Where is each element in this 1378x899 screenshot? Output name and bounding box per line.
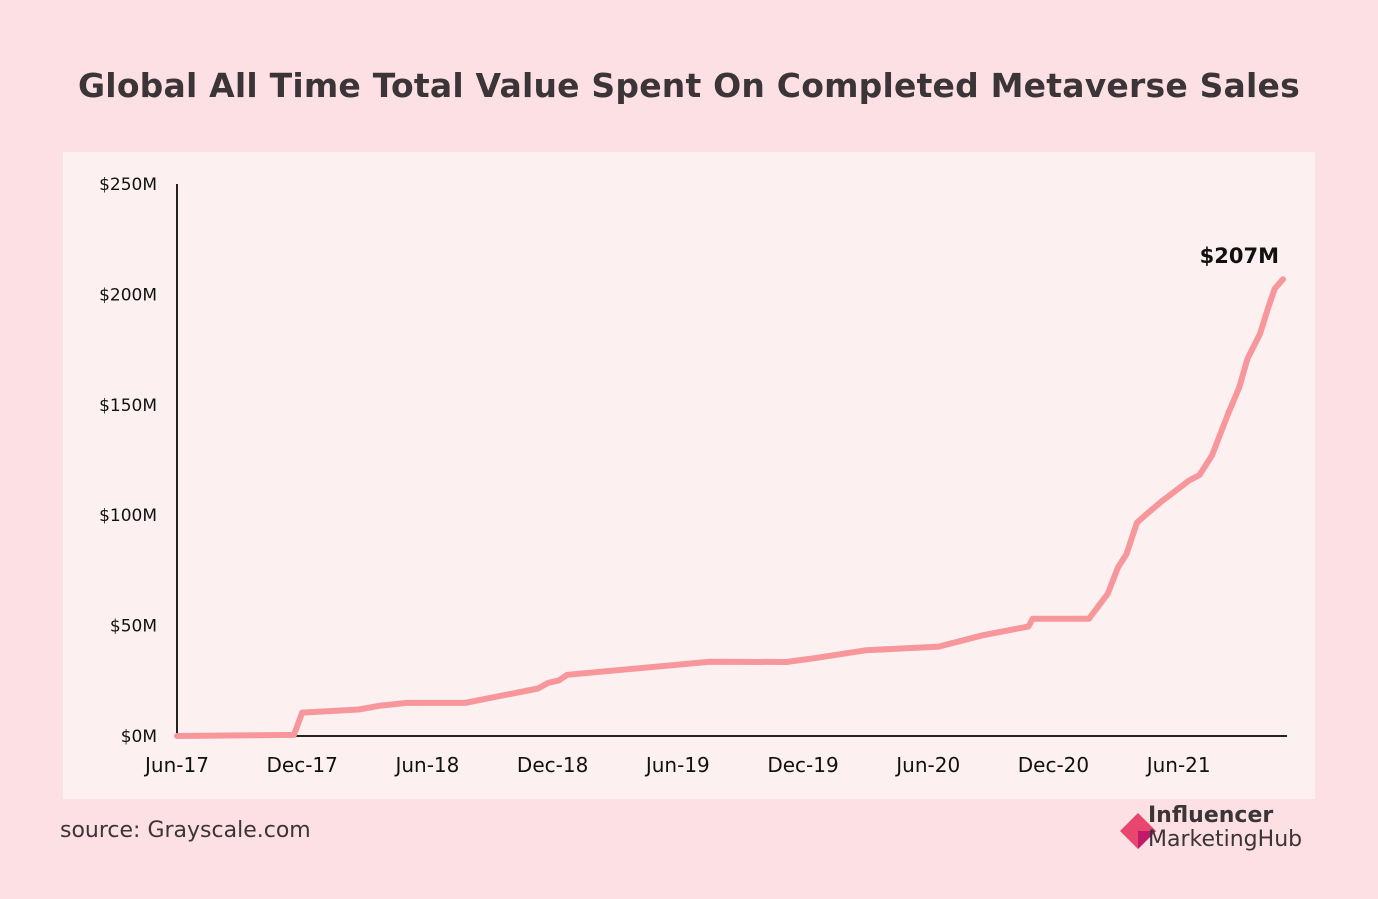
y-tick-label: $50M bbox=[110, 617, 157, 637]
x-tick-label: Jun-19 bbox=[644, 753, 710, 777]
y-tick-label: $250M bbox=[99, 175, 157, 195]
x-tick-label: Jun-17 bbox=[143, 753, 209, 777]
end-value-label: $207M bbox=[1200, 244, 1279, 268]
logo-diamond-icon bbox=[1120, 813, 1156, 849]
brand-logo: Influencer MarketingHub bbox=[1120, 803, 1350, 863]
x-tick-label: Dec-17 bbox=[267, 753, 338, 777]
x-tick-labels: Jun-17 Dec-17 Jun-18 Dec-18 Jun-19 Dec-19 Jun-… bbox=[143, 753, 1211, 777]
chart-title: Global All Time Total Value Spent On Com… bbox=[78, 66, 1300, 105]
y-tick-label: $0M bbox=[121, 727, 157, 747]
x-tick-label: Dec-20 bbox=[1018, 753, 1089, 777]
source-note: source: Grayscale.com bbox=[60, 818, 311, 843]
x-tick-label: Jun-18 bbox=[393, 753, 459, 777]
y-tick-label: $150M bbox=[99, 396, 157, 416]
y-tick-label: $100M bbox=[99, 506, 157, 526]
logo-text-influencer: Influencer bbox=[1148, 803, 1274, 828]
x-tick-label: Jun-21 bbox=[1145, 753, 1211, 777]
line-chart: $0M $50M $100M $150M $200M $250M Jun-17 Dec-17… bbox=[99, 175, 1287, 777]
series-line bbox=[174, 276, 1286, 739]
y-tick-labels: $0M $50M $100M $150M $200M $250M bbox=[99, 175, 157, 747]
x-tick-label: Jun-20 bbox=[894, 753, 960, 777]
x-tick-label: Dec-18 bbox=[517, 753, 588, 777]
logo-text-marketinghub: MarketingHub bbox=[1148, 827, 1303, 852]
x-tick-label: Dec-19 bbox=[767, 753, 838, 777]
y-tick-label: $200M bbox=[99, 285, 157, 305]
chart-panel: $0M $50M $100M $150M $200M $250M Jun-17 Dec-17… bbox=[63, 152, 1315, 799]
